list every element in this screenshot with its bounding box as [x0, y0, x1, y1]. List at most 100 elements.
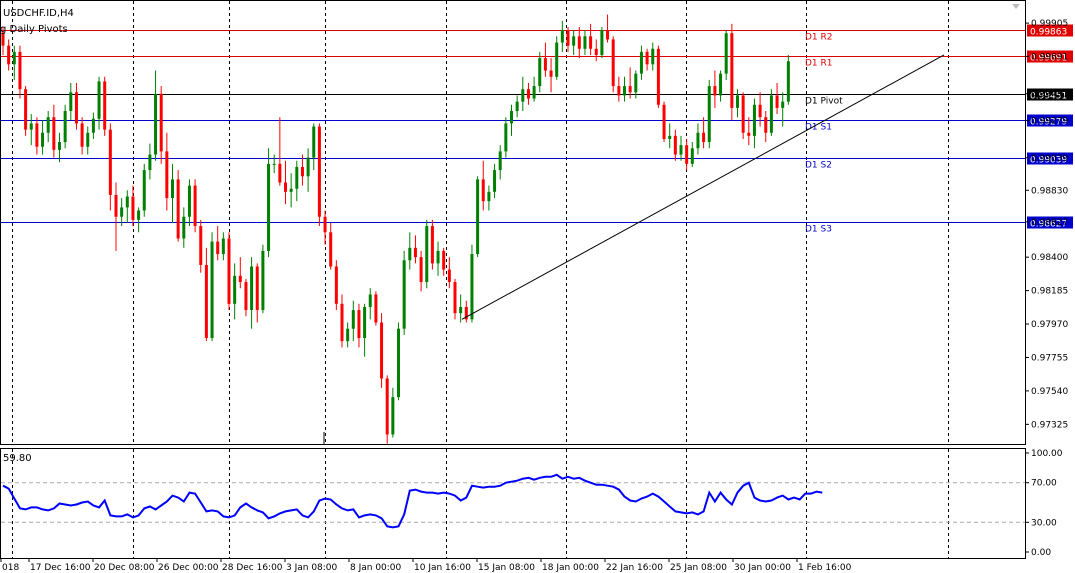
candle-body	[521, 89, 525, 102]
price-badge	[1027, 216, 1073, 229]
candle-body	[515, 101, 519, 111]
price-tick-label: 0.99451	[1031, 90, 1068, 100]
candle-body	[730, 33, 734, 108]
time-tick-label: 20 Dec 08:00	[94, 563, 155, 573]
price-tick-label: 0.98185	[1031, 287, 1068, 297]
candle	[340, 294, 344, 348]
candle-body	[187, 185, 191, 217]
osc-tick-label: 100.00	[1031, 449, 1063, 459]
candle	[323, 210, 327, 245]
candle	[114, 182, 118, 251]
osc-tick-label: 0.00	[1031, 548, 1051, 558]
candle	[526, 82, 530, 105]
time-axis: 018 17 Dec 16:00 20 Dec 08:00 26 Dec 00:00 2…	[0, 558, 852, 573]
candle-body	[108, 129, 112, 195]
candle	[46, 110, 50, 143]
candle	[572, 30, 576, 55]
candle	[504, 117, 508, 158]
candle	[623, 76, 626, 102]
candle-body	[267, 163, 271, 251]
candle-body	[159, 93, 163, 152]
candle	[510, 104, 513, 136]
price-tick-label: 0.99691	[1031, 52, 1068, 62]
pivot-label: D1 S1	[805, 123, 832, 133]
candle-body	[645, 51, 649, 65]
candle	[221, 232, 225, 261]
pivot-label: D1 Pivot	[805, 97, 843, 107]
oscillator-line	[2, 473, 823, 529]
main-vertical-grid	[12, 1, 949, 444]
candle	[385, 375, 389, 444]
candle	[566, 26, 570, 52]
candle-body	[560, 30, 564, 43]
candle	[713, 70, 717, 108]
candle-body	[634, 73, 638, 93]
candle	[397, 322, 400, 401]
candle	[589, 23, 593, 55]
candle-body	[289, 188, 293, 192]
price-tick-label: 0.97540	[1031, 387, 1068, 397]
candle	[690, 142, 694, 167]
candle	[724, 30, 728, 80]
candle-body	[351, 310, 355, 329]
candle-body	[685, 145, 689, 164]
candle-body	[436, 250, 440, 264]
candle-body	[300, 166, 304, 177]
candle	[131, 185, 135, 227]
candle-body	[555, 42, 559, 77]
candle-body	[736, 95, 739, 108]
oscillator-level-lines	[1, 482, 1025, 523]
candle-body	[357, 310, 361, 339]
candle-body	[103, 81, 107, 130]
candle	[204, 247, 208, 342]
candle-body	[628, 86, 632, 93]
trendline[interactable]	[461, 54, 945, 320]
price-badge-label: 0.99863	[1030, 28, 1067, 38]
candle	[69, 82, 73, 121]
candle-body	[334, 266, 338, 304]
candle	[611, 36, 615, 93]
candle	[154, 70, 158, 161]
candle	[719, 70, 723, 102]
candle-body	[272, 163, 276, 165]
candle-body	[656, 48, 660, 105]
candle-body	[63, 110, 67, 143]
candle	[227, 232, 231, 311]
candle	[250, 257, 254, 329]
candle-body	[323, 216, 327, 233]
candle-body	[193, 185, 197, 227]
candle	[413, 235, 417, 264]
candle	[634, 70, 638, 99]
candle	[18, 45, 22, 99]
candle	[52, 104, 56, 158]
candle	[374, 291, 378, 326]
candle	[668, 123, 672, 149]
price-axis: 0.99905 0.99691 0.99451 0.99279 0.99039 0.988…	[1025, 19, 1068, 430]
shift-marker-icon[interactable]	[1012, 4, 1020, 9]
candle	[210, 232, 214, 342]
candle	[645, 48, 649, 71]
candle-body	[476, 179, 480, 255]
candle	[187, 179, 191, 227]
time-tick-label: 25 Jan 08:00	[670, 563, 727, 573]
candle	[402, 250, 406, 335]
candle-body	[600, 30, 604, 55]
candle-body	[786, 61, 790, 102]
candle-body	[447, 269, 451, 283]
candle-body	[577, 36, 581, 49]
candle	[103, 76, 107, 136]
time-tick-label: 018	[2, 563, 19, 573]
candle	[425, 219, 429, 289]
candle-body	[459, 306, 463, 314]
candle	[408, 232, 412, 270]
time-tick-label: 10 Jan 16:00	[414, 563, 471, 573]
candle-body	[651, 48, 655, 65]
candle	[244, 278, 248, 317]
osc-tick-label: 70.00	[1031, 479, 1057, 489]
price-tick-label: 0.98830	[1031, 186, 1068, 196]
oscillator-frame	[0, 448, 1026, 559]
time-tick-label: 17 Dec 16:00	[30, 563, 91, 573]
candle	[317, 123, 321, 227]
candle	[41, 120, 45, 155]
